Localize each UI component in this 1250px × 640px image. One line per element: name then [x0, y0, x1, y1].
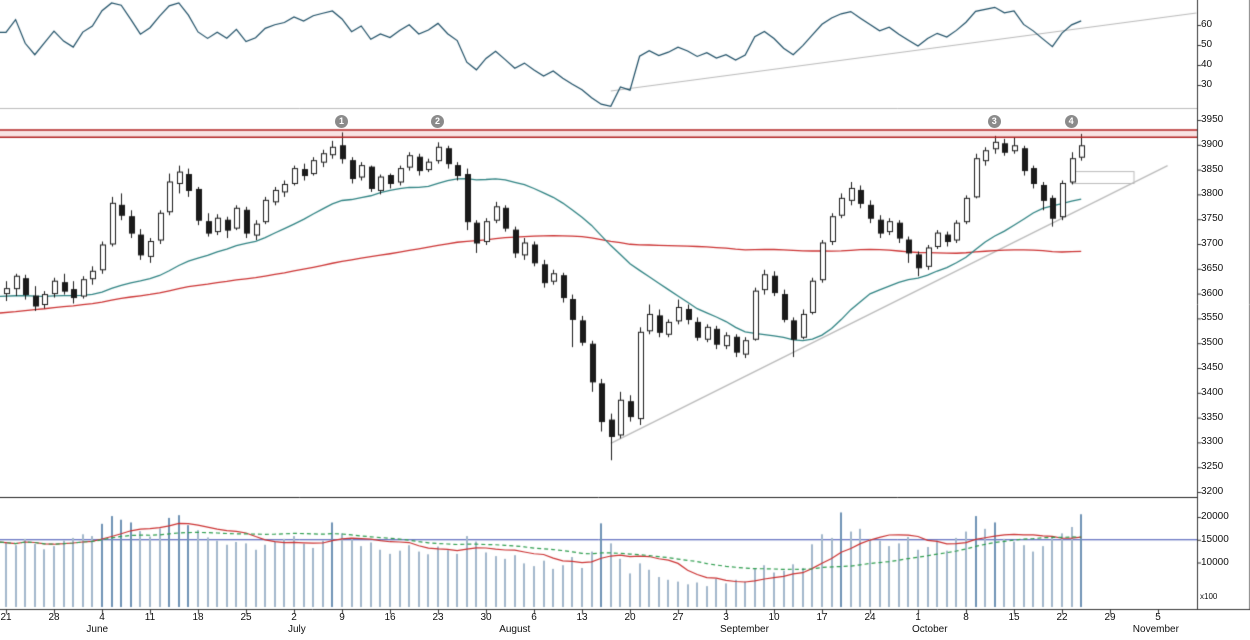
date-tick-label: 25	[240, 612, 252, 623]
oscillator-tick-label: 30	[1201, 79, 1213, 90]
price-tick-label: 3550	[1201, 312, 1224, 324]
price-tick-label: 3600	[1201, 287, 1224, 299]
volume-unit-label: x100	[1200, 592, 1218, 601]
date-tick-label: 17	[816, 612, 828, 623]
date-tick-label: 20	[624, 612, 636, 623]
month-label: July	[288, 624, 306, 635]
date-tick-label: 1	[915, 612, 921, 623]
date-tick-label: 27	[672, 612, 684, 623]
date-tick-label: 15	[1008, 612, 1020, 623]
date-tick-label: 29	[1104, 612, 1116, 623]
price-tick-label: 3800	[1201, 188, 1224, 200]
peak-marker-2[interactable]: 2	[431, 115, 444, 128]
price-tick-label: 3500	[1201, 337, 1224, 349]
price-tick-label: 3450	[1201, 362, 1224, 373]
price-tick-label: 3400	[1201, 386, 1224, 398]
oscillator-tick-label: 60	[1201, 19, 1213, 30]
price-tick-label: 3250	[1201, 461, 1224, 473]
price-tick-label: 3300	[1201, 436, 1224, 448]
date-tick-label: 6	[531, 612, 537, 623]
volume-tick-label: 15000	[1201, 533, 1229, 545]
price-tick-label: 3200	[1201, 486, 1224, 497]
month-label: August	[499, 624, 531, 635]
date-tick-label: 30	[480, 612, 492, 623]
date-tick-label: 9	[339, 612, 345, 623]
date-tick-label: 5	[1155, 612, 1161, 623]
oscillator-tick-label: 50	[1201, 39, 1213, 50]
price-tick-label: 3900	[1201, 138, 1224, 150]
date-tick-label: 23	[432, 612, 444, 623]
date-tick-label: 24	[864, 612, 876, 623]
date-tick-label: 3	[723, 612, 729, 623]
date-tick-label: 18	[192, 612, 204, 623]
date-tick-label: 10	[768, 612, 780, 623]
month-label: November	[1132, 624, 1179, 635]
date-tick-label: 28	[48, 612, 60, 623]
date-tick-label: 22	[1056, 612, 1068, 623]
price-tick-label: 3850	[1201, 163, 1224, 175]
price-tick-label: 3950	[1201, 114, 1224, 125]
date-tick-label: 13	[576, 612, 588, 623]
price-tick-label: 3350	[1201, 411, 1224, 423]
peak-marker-3[interactable]: 3	[987, 115, 1001, 128]
date-tick-label: 8	[963, 612, 969, 623]
date-tick-label: 16	[384, 612, 396, 623]
month-label: September	[720, 624, 769, 635]
price-tick-label: 3750	[1201, 213, 1224, 225]
date-tick-label: 2	[291, 612, 297, 623]
month-label: June	[86, 624, 109, 635]
volume-tick-label: 10000	[1201, 556, 1229, 568]
date-tick-label: 11	[144, 612, 156, 623]
date-tick-label: 4	[99, 612, 105, 623]
peak-marker-1[interactable]: 1	[335, 115, 348, 128]
month-label: October	[912, 624, 948, 635]
price-tick-label: 3650	[1201, 262, 1224, 274]
price-tick-label: 3700	[1201, 238, 1224, 249]
volume-tick-label: 20000	[1201, 511, 1229, 522]
peak-marker-4[interactable]: 4	[1064, 115, 1078, 128]
date-tick-label: 21	[0, 612, 12, 623]
oscillator-tick-label: 40	[1201, 59, 1213, 70]
